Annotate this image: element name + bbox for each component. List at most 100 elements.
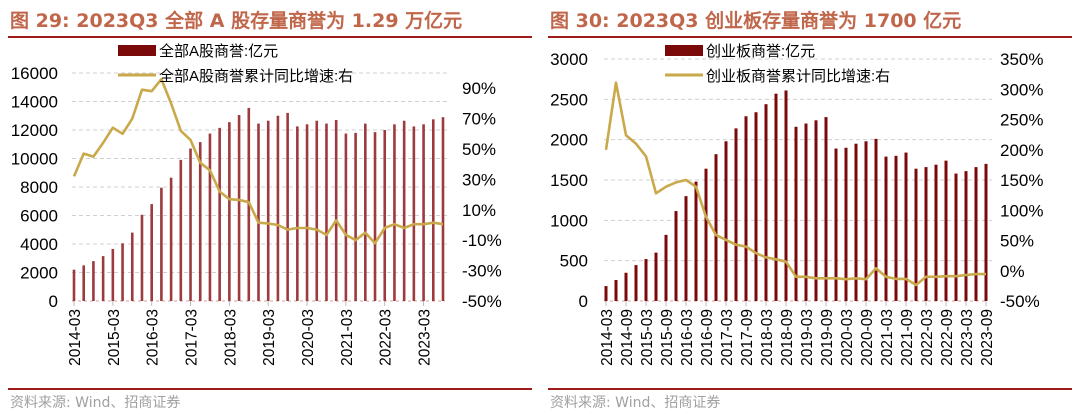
- bar-27: [334, 120, 338, 302]
- right-chart: 0 500 1000 1500 2000 2500 3000 -50% 0% 50% 100% 150…: [550, 42, 1043, 366]
- bar-17: [237, 115, 241, 301]
- y-tick-label: 500: [560, 252, 588, 271]
- bar-17: [774, 93, 778, 301]
- right-chart-title: 图 30: 2023Q3 创业板存量商誉为 1700 亿元: [550, 10, 962, 32]
- bar-38: [441, 117, 445, 301]
- y2-tick-label: -30%: [462, 262, 502, 281]
- y-tick-label: 4000: [20, 235, 58, 254]
- bar-11: [714, 154, 718, 301]
- x-tick-label: 2021-09: [899, 309, 916, 366]
- bar-1: [82, 265, 86, 301]
- bar-2: [92, 261, 95, 301]
- x-tick-label: 2023-09: [979, 309, 996, 366]
- x-tick-label: 2019-03: [261, 309, 278, 366]
- bar-23: [834, 148, 838, 301]
- y2-tick-label: 250%: [1000, 111, 1043, 130]
- left-source-note: 资料来源: Wind、招商证券: [10, 395, 181, 411]
- bar-37: [431, 119, 435, 301]
- x-tick-label: 2016-09: [699, 309, 716, 366]
- bar-10: [704, 168, 708, 301]
- bar-8: [150, 204, 153, 301]
- x-tick-label: 2014-03: [599, 309, 616, 366]
- bar-26: [325, 123, 328, 302]
- y2-tick-label: -50%: [462, 292, 502, 311]
- bar-28: [344, 133, 348, 301]
- bar-2: [624, 272, 628, 301]
- y2-tick-label: 350%: [1000, 50, 1043, 69]
- bar-26: [864, 141, 868, 301]
- y-tick-label: 1500: [550, 171, 588, 190]
- bar-31: [914, 168, 918, 301]
- legend-bar-label: 全部A股商誉:亿元: [159, 42, 278, 60]
- bar-0: [72, 269, 76, 301]
- y-tick-label: 0: [579, 292, 588, 311]
- bar-33: [393, 124, 396, 301]
- x-tick-label: 2017-03: [719, 309, 736, 366]
- bar-29: [354, 132, 357, 301]
- bar-9: [694, 181, 698, 301]
- x-tick-label: 2022-03: [378, 309, 395, 366]
- bar-24: [844, 147, 848, 301]
- x-tick-label: 2017-03: [184, 309, 201, 366]
- x-tick-label: 2019-09: [819, 309, 836, 366]
- y2-tick-label: 200%: [1000, 141, 1043, 160]
- bar-37: [974, 167, 978, 301]
- bar-12: [189, 148, 192, 301]
- bar-16: [228, 122, 231, 301]
- x-tick-label: 2018-03: [759, 309, 776, 366]
- bar-12: [724, 141, 728, 301]
- bar-5: [121, 243, 124, 301]
- x-tick-label: 2020-03: [300, 309, 317, 366]
- bar-15: [218, 127, 221, 301]
- bar-10: [169, 177, 173, 301]
- left-title-rule: [8, 36, 532, 38]
- bar-20: [804, 123, 808, 302]
- bar-32: [924, 167, 928, 301]
- y2-tick-label: -50%: [1000, 292, 1040, 311]
- bar-28: [884, 156, 888, 301]
- x-tick-label: 2015-09: [659, 309, 676, 366]
- x-tick-label: 2020-09: [859, 309, 876, 366]
- x-tick-label: 2015-03: [639, 309, 656, 366]
- bar-29: [894, 155, 898, 301]
- bar-1: [614, 280, 618, 301]
- right-source-note: 资料来源: Wind、招商证券: [550, 395, 721, 411]
- bar-18: [784, 90, 788, 302]
- y-tick-label: 12000: [11, 121, 58, 140]
- bar-25: [315, 120, 319, 301]
- bar-7: [674, 211, 678, 301]
- left-bottom-rule: [8, 388, 532, 390]
- y2-tick-label: 100%: [1000, 201, 1043, 220]
- bar-31: [373, 132, 377, 301]
- y2-tick-label: 0%: [1000, 262, 1025, 281]
- bar-30: [904, 152, 908, 301]
- y-tick-label: 2000: [550, 131, 588, 150]
- bar-22: [286, 112, 289, 302]
- bar-30: [364, 123, 367, 302]
- legend-bar-swatch: [118, 45, 156, 56]
- y-tick-label: 6000: [20, 207, 58, 226]
- bar-4: [111, 248, 115, 301]
- bar-34: [944, 160, 948, 301]
- x-tick-label: 2021-03: [879, 309, 896, 366]
- bar-3: [101, 256, 105, 301]
- x-tick-label: 2018-03: [222, 309, 239, 366]
- bar-20: [266, 120, 270, 301]
- bar-23: [296, 126, 299, 301]
- y-tick-label: 2500: [550, 90, 588, 109]
- y2-tick-label: -10%: [462, 231, 502, 250]
- y-tick-label: 10000: [11, 150, 58, 169]
- bar-34: [402, 120, 406, 301]
- bar-8: [684, 196, 688, 301]
- y-tick-label: 3000: [550, 50, 588, 69]
- bar-7: [140, 214, 144, 301]
- bar-0: [604, 286, 608, 301]
- right-title-rule: [548, 36, 1072, 38]
- bar-32: [383, 130, 387, 301]
- bar-35: [954, 173, 958, 301]
- x-tick-label: 2020-03: [839, 309, 856, 366]
- bar-9: [160, 187, 163, 301]
- x-tick-label: 2022-09: [939, 309, 956, 366]
